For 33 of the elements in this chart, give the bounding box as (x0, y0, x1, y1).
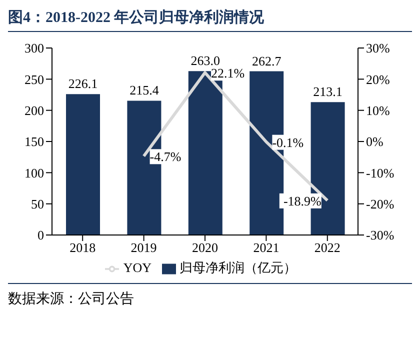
x-tick-label: 2019 (130, 240, 157, 256)
y2-tick-label: -30% (366, 228, 394, 243)
x-tick-label: 2022 (314, 240, 340, 256)
data-label: -4.7% (150, 149, 182, 164)
data-label: 263.0 (190, 53, 220, 68)
data-label: 22.1% (211, 66, 245, 81)
source-note: 数据来源：公司公告 (8, 290, 135, 308)
legend-label: 归母净利润（亿元） (180, 260, 297, 275)
x-tick-label: 2021 (253, 240, 280, 256)
y2-tick-label: 0% (366, 134, 384, 150)
chart-title: 图4：2018-2022 年公司归母净利润情况 (8, 8, 412, 32)
data-label: 213.1 (313, 84, 342, 100)
data-label: 262.7 (252, 53, 282, 68)
y-tick-label: 300 (24, 40, 44, 56)
y-tick-label: 100 (24, 165, 44, 180)
y-tick-label: 150 (24, 134, 44, 150)
legend-label: YOY (123, 260, 152, 275)
x-tick-label: 2020 (192, 240, 218, 256)
y-tick-label: 200 (24, 102, 44, 118)
y-tick-label: 50 (31, 196, 44, 212)
data-label: 226.1 (68, 76, 98, 92)
data-label: 215.4 (130, 82, 160, 98)
data-label: -18.9% (283, 193, 322, 208)
x-tick-label: 2018 (70, 240, 96, 256)
data-label: -0.1% (272, 134, 304, 150)
y2-tick-label: 10% (366, 102, 390, 118)
y-tick-label: 250 (24, 72, 44, 87)
bar (66, 94, 100, 235)
y2-tick-label: -20% (366, 196, 394, 212)
y2-tick-label: -10% (366, 165, 394, 180)
y-tick-label: 0 (38, 228, 44, 243)
y2-tick-label: 30% (366, 40, 390, 56)
y2-tick-label: 20% (366, 72, 390, 87)
